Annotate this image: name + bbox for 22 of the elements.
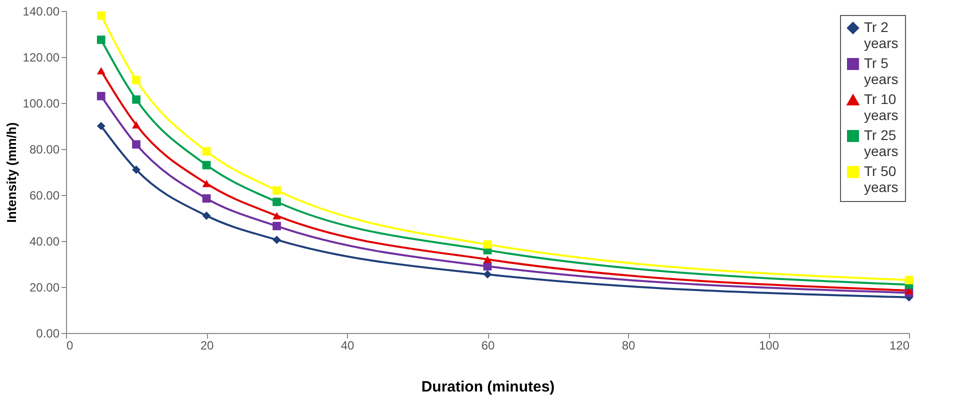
y-tick-label: 100.00 bbox=[22, 96, 60, 110]
x-tick-label: 100 bbox=[758, 338, 780, 352]
y-axis-title: Intensity (mm/h) bbox=[4, 122, 19, 223]
legend-label: Tr 10 years bbox=[864, 91, 898, 123]
y-tick-label: 0.00 bbox=[36, 326, 60, 340]
legend-label: Tr 50 years bbox=[864, 163, 898, 195]
y-tick-label: 60.00 bbox=[29, 188, 60, 202]
legend-label: Tr 5 years bbox=[864, 55, 898, 87]
x-axis-title: Duration (minutes) bbox=[421, 378, 555, 396]
x-tick-label: 20 bbox=[200, 338, 214, 352]
legend-label: Tr 2 years bbox=[864, 19, 898, 51]
y-tick-label: 20.00 bbox=[29, 280, 60, 294]
y-tick-label: 120.00 bbox=[22, 50, 60, 64]
legend-label: Tr 25 years bbox=[864, 127, 898, 159]
x-tick-label: 120 bbox=[889, 338, 910, 352]
x-tick-label: 80 bbox=[622, 338, 636, 352]
y-tick-label: 80.00 bbox=[29, 142, 60, 156]
x-tick-label: 40 bbox=[340, 338, 354, 352]
x-tick-label: 0 bbox=[66, 338, 74, 352]
x-tick-label: 60 bbox=[481, 338, 495, 352]
y-tick-label: 40.00 bbox=[29, 234, 60, 248]
y-tick-label: 140.00 bbox=[22, 4, 60, 18]
